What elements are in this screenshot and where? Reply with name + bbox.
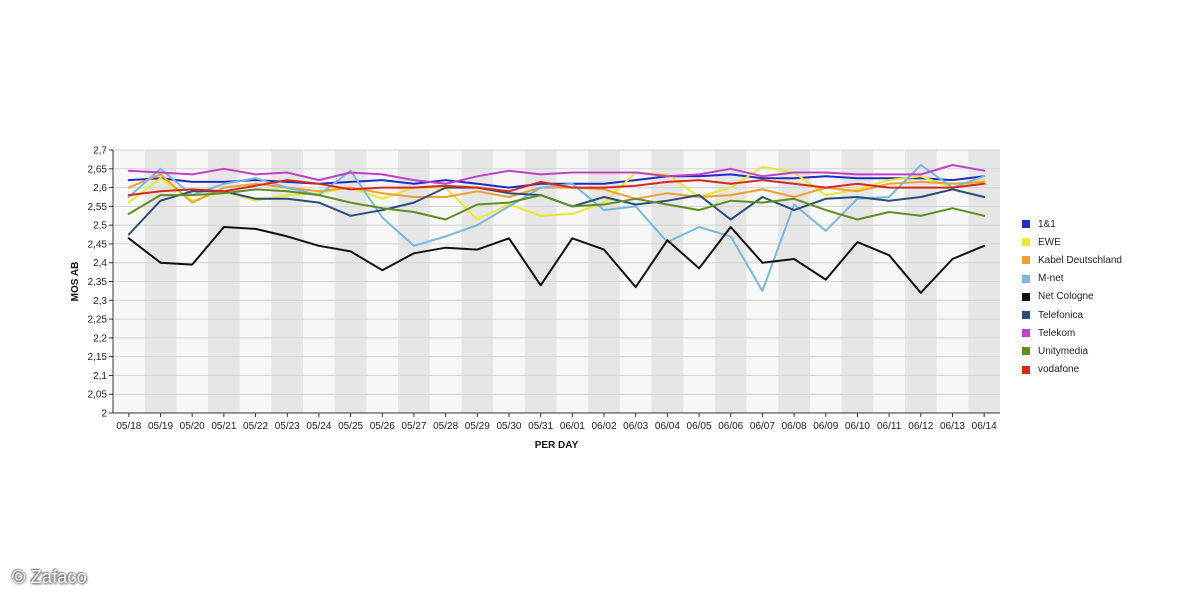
- legend-label: M-net: [1038, 273, 1064, 285]
- y-tick-label: 2,35: [88, 277, 108, 288]
- x-tick-label: 05/23: [275, 421, 300, 432]
- y-axis-ticks: 2 2,05 2,1 2,15 2,2 2,25 2,3 2,35 2,4 2,45 2,5 2,55…: [88, 146, 113, 420]
- x-tick-label: 05/30: [496, 421, 521, 432]
- legend-swatch: [1022, 292, 1030, 301]
- legend-swatch: [1022, 329, 1030, 338]
- x-tick-label: 06/11: [877, 421, 902, 432]
- x-tick-label: 05/27: [401, 421, 426, 432]
- legend-label: Telefonica: [1038, 309, 1084, 321]
- y-tick-label: 2,25: [88, 315, 108, 326]
- x-tick-label: 06/01: [560, 421, 585, 432]
- y-tick-label: 2,15: [88, 352, 108, 363]
- x-tick-label: 06/03: [623, 421, 648, 432]
- legend-label: Telekom: [1038, 327, 1076, 339]
- x-tick-label: 06/04: [655, 421, 680, 432]
- x-tick-label: 05/20: [180, 421, 205, 432]
- x-tick-label: 06/14: [972, 421, 997, 432]
- legend-label: EWE: [1038, 236, 1061, 248]
- y-tick-label: 2,45: [88, 239, 108, 250]
- legend-item: vodafone: [1022, 361, 1192, 379]
- y-tick-label: 2,2: [93, 333, 107, 344]
- legend-item: Net Cologne: [1022, 288, 1192, 306]
- x-tick-label: 06/05: [687, 421, 712, 432]
- watermark: © Zafaco: [12, 567, 87, 587]
- x-tick-label: 05/25: [338, 421, 363, 432]
- x-tick-label: 05/29: [465, 421, 490, 432]
- y-tick-label: 2,1: [93, 371, 107, 382]
- legend-swatch: [1022, 347, 1030, 356]
- legend-swatch: [1022, 311, 1030, 320]
- legend-swatch: [1022, 256, 1030, 265]
- legend-item: 1&1: [1022, 215, 1192, 233]
- x-tick-label: 06/12: [908, 421, 933, 432]
- series-lines: [127, 164, 986, 294]
- series-line-telekom: [127, 164, 986, 185]
- legend-label: Unitymedia: [1038, 345, 1089, 357]
- series-line-kabel-deutschland: [127, 173, 986, 204]
- x-tick-label: 05/22: [243, 421, 268, 432]
- y-tick-label: 2,3: [93, 296, 107, 307]
- legend-swatch: [1022, 220, 1030, 229]
- y-axis-title: MOS AB: [70, 262, 81, 302]
- x-tick-label: 05/26: [370, 421, 395, 432]
- legend-item: Telefonica: [1022, 306, 1192, 324]
- y-tick-label: 2,65: [88, 164, 108, 175]
- legend-swatch: [1022, 274, 1030, 283]
- x-tick-label: 06/10: [845, 421, 870, 432]
- series-line-unitymedia: [127, 188, 986, 221]
- x-tick-label: 05/19: [148, 421, 173, 432]
- x-tick-label: 06/08: [782, 421, 807, 432]
- x-axis-ticks: 05/18 05/19 05/20 05/21 05/22 05/23 05/24 05/25…: [116, 413, 997, 432]
- y-tick-label: 2,4: [93, 258, 107, 269]
- legend-label: Net Cologne: [1038, 291, 1094, 303]
- x-tick-label: 05/28: [433, 421, 458, 432]
- series-line-vodafone: [127, 179, 986, 197]
- legend-item: Telekom: [1022, 324, 1192, 342]
- x-tick-label: 06/13: [940, 421, 965, 432]
- x-tick-label: 06/02: [592, 421, 617, 432]
- legend-swatch: [1022, 365, 1030, 374]
- legend-label: Kabel Deutschland: [1038, 254, 1122, 266]
- x-tick-label: 05/24: [306, 421, 331, 432]
- y-tick-label: 2: [101, 409, 107, 420]
- x-tick-label: 05/18: [116, 421, 141, 432]
- y-tick-label: 2,6: [93, 183, 107, 194]
- legend-label: vodafone: [1038, 364, 1080, 376]
- legend-item: EWE: [1022, 233, 1192, 251]
- x-tick-label: 05/21: [211, 421, 236, 432]
- legend-swatch: [1022, 238, 1030, 247]
- y-tick-label: 2,05: [88, 390, 108, 401]
- x-tick-label: 06/07: [750, 421, 775, 432]
- x-tick-label: 05/31: [528, 421, 553, 432]
- legend-label: 1&1: [1038, 218, 1056, 230]
- x-tick-label: 06/09: [813, 421, 838, 432]
- x-axis-title: PER DAY: [535, 440, 579, 451]
- x-tick-label: 06/06: [718, 421, 743, 432]
- legend-item: Kabel Deutschland: [1022, 251, 1192, 269]
- y-tick-label: 2,7: [93, 146, 107, 157]
- legend-item: Unitymedia: [1022, 342, 1192, 360]
- legend-item: M-net: [1022, 270, 1192, 288]
- y-tick-label: 2,55: [88, 202, 108, 213]
- series-line-net-cologne: [127, 226, 986, 294]
- y-tick-label: 2,5: [93, 221, 107, 232]
- legend: 1&1 EWE Kabel Deutschland M-net Net Cologne T…: [1022, 215, 1192, 379]
